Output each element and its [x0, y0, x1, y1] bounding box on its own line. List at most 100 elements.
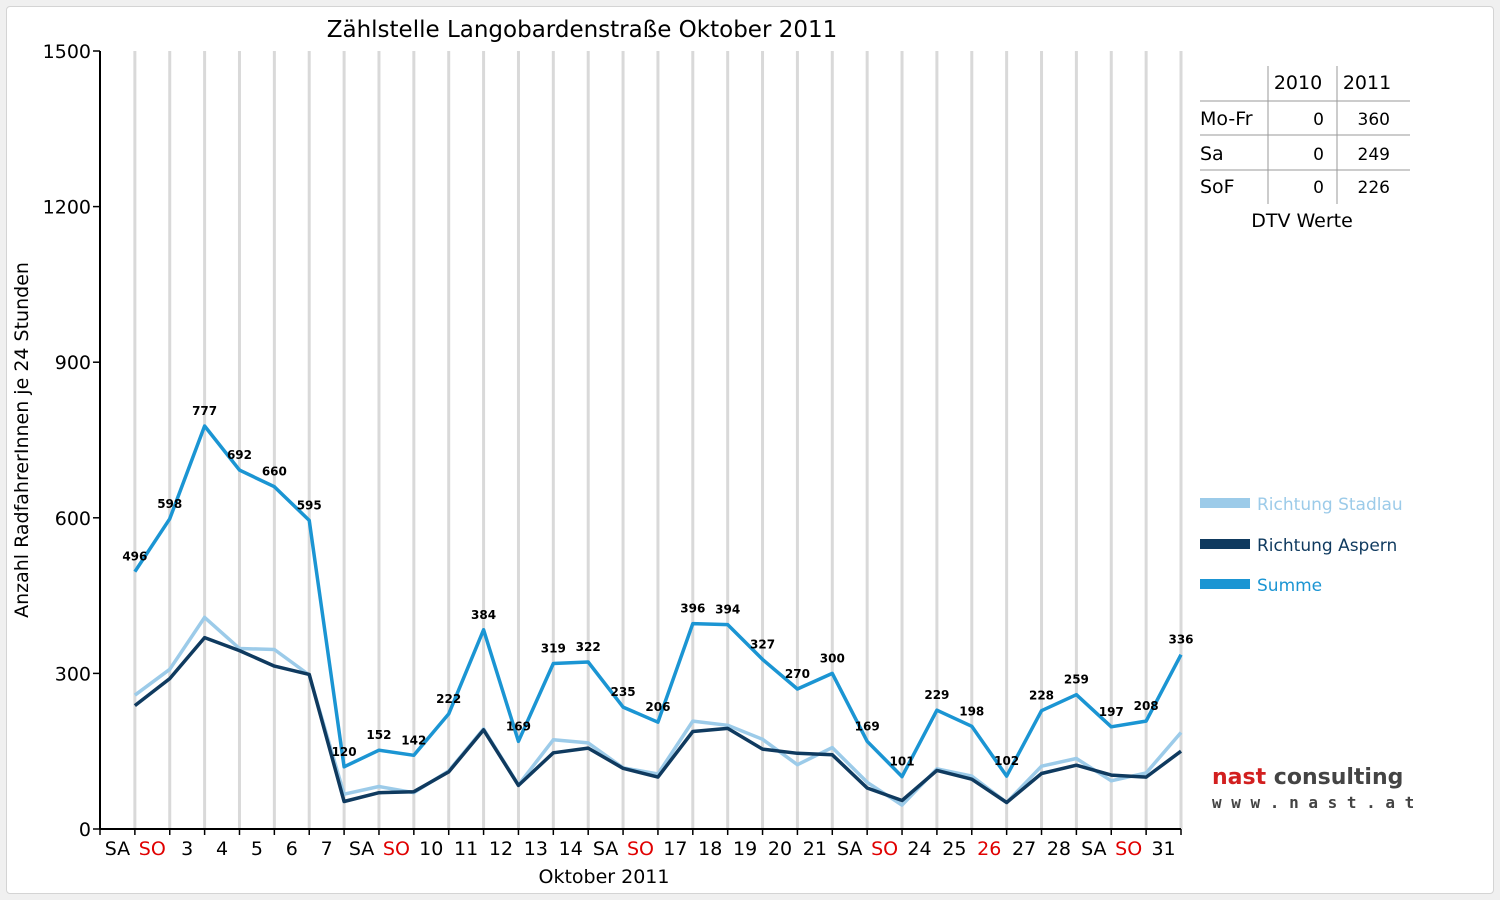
chart-frame — [6, 6, 1494, 894]
legend-swatch — [1200, 539, 1250, 549]
data-label: 152 — [366, 728, 391, 742]
x-tick-label: 12 — [489, 838, 513, 860]
legend-label: Summe — [1257, 576, 1322, 596]
data-label: 319 — [541, 642, 566, 656]
legend-label: Richtung Aspern — [1257, 536, 1397, 556]
data-label: 270 — [785, 667, 810, 681]
dtv-cell: 0 — [1313, 145, 1324, 165]
x-tick-label: 26 — [977, 838, 1001, 860]
data-label: 206 — [645, 700, 670, 714]
data-label: 229 — [924, 688, 949, 702]
logo-brand: nast consulting — [1212, 765, 1403, 790]
legend-swatch — [1200, 579, 1250, 589]
x-tick-label: 21 — [803, 838, 827, 860]
x-tick-label: 13 — [524, 838, 548, 860]
x-tick-label: 28 — [1047, 838, 1071, 860]
x-tick-label: 25 — [942, 838, 966, 860]
x-tick-label: 18 — [698, 838, 722, 860]
x-tick-label: 4 — [216, 838, 228, 860]
data-label: 197 — [1099, 705, 1124, 719]
dtv-cell: 249 — [1358, 145, 1390, 165]
data-label: 496 — [122, 550, 147, 564]
legend-swatch — [1200, 498, 1250, 508]
data-label: 142 — [401, 733, 426, 747]
x-tick-label: SA — [1081, 838, 1106, 860]
x-tick-label: SA — [837, 838, 862, 860]
series-line-summe — [133, 424, 1183, 779]
x-tick-label: 3 — [181, 838, 193, 860]
x-axis-label: Oktober 2011 — [539, 866, 670, 888]
x-tick-label: 11 — [454, 838, 478, 860]
grid-lines — [133, 51, 1183, 829]
data-label: 228 — [1029, 689, 1054, 703]
dtv-cell: 360 — [1358, 110, 1390, 130]
logo-brand-nast: nast — [1212, 765, 1267, 790]
y-axis-label: Anzahl RadfahrerInnen je 24 Stunden — [11, 262, 33, 618]
data-label: 259 — [1064, 673, 1089, 687]
data-label: 198 — [959, 704, 984, 718]
dtv-cell: 0 — [1313, 178, 1324, 198]
x-tick-label: 24 — [907, 838, 931, 860]
dtv-col-2010: 2010 — [1274, 72, 1322, 94]
data-label: 336 — [1168, 633, 1193, 647]
dtv-caption: DTV Werte — [1251, 210, 1353, 232]
x-tick-label: 19 — [733, 838, 757, 860]
x-tick-label: SO — [1115, 838, 1142, 860]
dtv-cell: 226 — [1358, 178, 1390, 198]
x-tick-label: SA — [593, 838, 618, 860]
dtv-col-2011: 2011 — [1343, 72, 1391, 94]
chart-title: Zählstelle Langobardenstraße Oktober 201… — [327, 17, 838, 43]
dtv-row-label: SoF — [1200, 176, 1235, 198]
data-label: 102 — [994, 754, 1019, 768]
x-tick-label: 20 — [768, 838, 792, 860]
x-tick-label: 5 — [251, 838, 263, 860]
data-label: 322 — [576, 640, 601, 654]
x-tick-label: 27 — [1012, 838, 1036, 860]
series-lines — [133, 424, 1183, 807]
x-tick-label: SO — [383, 838, 410, 860]
x-tick-label: SO — [627, 838, 654, 860]
data-label: 394 — [715, 603, 740, 617]
data-labels: 496 598 777 692 660 595 120 152 142 222 384 169 319 3… — [122, 404, 1193, 769]
dtv-cell: 0 — [1313, 110, 1324, 130]
series-line-richtung-aspern — [133, 635, 1183, 805]
x-tick-label: SO — [871, 838, 898, 860]
data-label: 777 — [192, 404, 217, 418]
data-label: 235 — [611, 685, 636, 699]
legend-label: Richtung Stadlau — [1257, 495, 1403, 515]
data-label: 300 — [820, 651, 845, 665]
data-label: 169 — [506, 719, 531, 733]
data-label: 384 — [471, 608, 496, 622]
x-tick-label: SA — [105, 838, 130, 860]
x-tick-label: 14 — [559, 838, 583, 860]
y-tick-label: 900 — [55, 352, 91, 374]
data-label: 660 — [262, 465, 287, 479]
logo-url: w w w . n a s t . a t — [1212, 793, 1414, 812]
y-tick-label: 0 — [79, 819, 91, 841]
x-tick-label: SA — [349, 838, 374, 860]
data-label: 598 — [157, 497, 182, 511]
dtv-table: 2010 2011 Mo-Fr 0 360 Sa 0 249 SoF 0 226… — [1200, 66, 1410, 232]
x-tick-label: 10 — [419, 838, 443, 860]
x-tick-label: 7 — [321, 838, 333, 860]
x-tick-label: 31 — [1151, 838, 1175, 860]
y-tick-label: 300 — [55, 663, 91, 685]
dtv-row-label: Sa — [1200, 143, 1224, 165]
data-label: 120 — [332, 745, 357, 759]
data-label: 222 — [436, 692, 461, 706]
y-tick-label: 600 — [55, 508, 91, 530]
x-tick-label: 17 — [663, 838, 687, 860]
y-tick-label: 1500 — [43, 41, 91, 63]
data-label: 208 — [1134, 699, 1159, 713]
data-label: 327 — [750, 637, 775, 651]
data-label: 595 — [297, 498, 322, 512]
data-label: 396 — [680, 602, 705, 616]
x-tick-label: SO — [139, 838, 166, 860]
dtv-row-label: Mo-Fr — [1200, 108, 1253, 130]
company-logo: nast consulting w w w . n a s t . a t — [1200, 750, 1443, 825]
data-label: 692 — [227, 448, 252, 462]
x-tick-label: 6 — [286, 838, 298, 860]
data-label: 169 — [855, 719, 880, 733]
